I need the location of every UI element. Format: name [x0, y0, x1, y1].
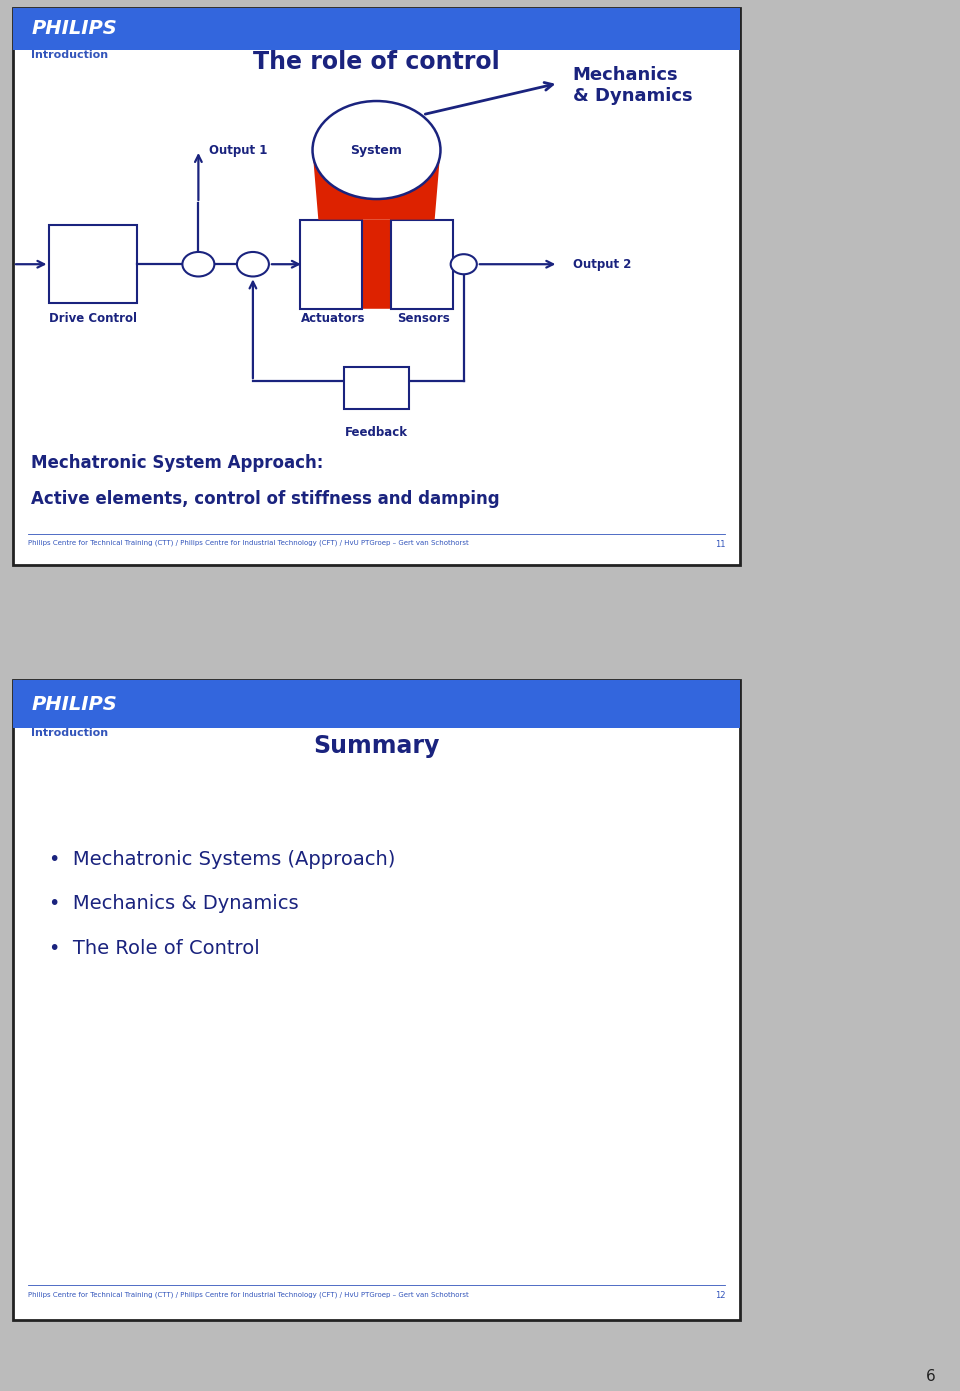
Text: 6: 6 [926, 1369, 936, 1384]
Text: Output 1: Output 1 [209, 143, 268, 157]
FancyBboxPatch shape [13, 680, 740, 727]
Text: Summary: Summary [313, 734, 440, 758]
Text: Mechanics
& Dynamics: Mechanics & Dynamics [573, 67, 692, 106]
Text: •  Mechanics & Dynamics: • Mechanics & Dynamics [49, 894, 299, 914]
Text: PHILIPS: PHILIPS [31, 19, 117, 39]
Circle shape [313, 102, 441, 199]
Circle shape [182, 252, 214, 277]
Text: 12: 12 [715, 1291, 726, 1301]
Text: Drive Control: Drive Control [49, 312, 137, 324]
Polygon shape [300, 220, 453, 309]
FancyBboxPatch shape [13, 680, 740, 1320]
Text: Actuators: Actuators [300, 312, 365, 324]
Text: Introduction: Introduction [31, 727, 108, 739]
Text: Philips Centre for Technical Training (CTT) / Philips Centre for Industrial Tech: Philips Centre for Technical Training (C… [28, 540, 468, 547]
Bar [391, 220, 453, 309]
Text: •  Mechatronic Systems (Approach): • Mechatronic Systems (Approach) [49, 850, 396, 868]
Bar [49, 225, 136, 303]
Text: Sensors: Sensors [397, 312, 450, 324]
Polygon shape [313, 150, 441, 220]
Text: The role of control: The role of control [253, 50, 500, 74]
Text: Feedback: Feedback [345, 426, 408, 438]
Text: Active elements, control of stiffness and damping: Active elements, control of stiffness an… [31, 490, 500, 508]
Text: Mechatronic System Approach:: Mechatronic System Approach: [31, 453, 324, 472]
Circle shape [450, 255, 477, 274]
Text: Output 2: Output 2 [573, 257, 631, 271]
Bar [344, 367, 409, 409]
Circle shape [237, 252, 269, 277]
Text: PHILIPS: PHILIPS [31, 694, 117, 714]
Text: System: System [350, 143, 402, 157]
Bar [300, 220, 362, 309]
FancyBboxPatch shape [13, 8, 740, 565]
Text: •  The Role of Control: • The Role of Control [49, 939, 260, 958]
Text: Introduction: Introduction [31, 50, 108, 60]
Text: Philips Centre for Technical Training (CTT) / Philips Centre for Industrial Tech: Philips Centre for Technical Training (C… [28, 1291, 468, 1298]
Text: 11: 11 [715, 540, 726, 549]
FancyBboxPatch shape [13, 8, 740, 50]
